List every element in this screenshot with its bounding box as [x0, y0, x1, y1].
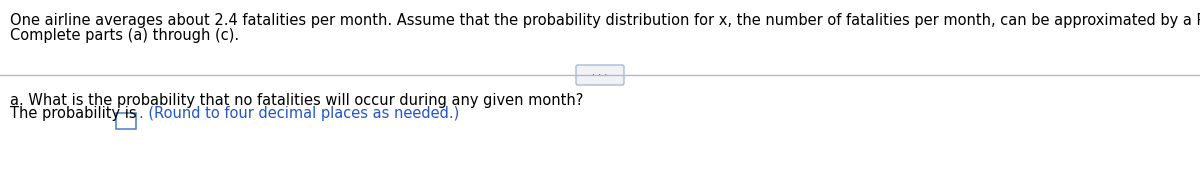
- Text: One airline averages about 2.4 fatalities per month. Assume that the probability: One airline averages about 2.4 fatalitie…: [10, 13, 1200, 28]
- Text: a. What is the probability that no fatalities will occur during any given month?: a. What is the probability that no fatal…: [10, 93, 583, 108]
- Text: · · ·: · · ·: [593, 70, 607, 80]
- Text: . (Round to four decimal places as needed.): . (Round to four decimal places as neede…: [139, 106, 460, 121]
- FancyBboxPatch shape: [576, 65, 624, 85]
- Text: The probability is: The probability is: [10, 106, 142, 121]
- Text: Complete parts (a) through (c).: Complete parts (a) through (c).: [10, 28, 239, 43]
- FancyBboxPatch shape: [116, 113, 136, 129]
